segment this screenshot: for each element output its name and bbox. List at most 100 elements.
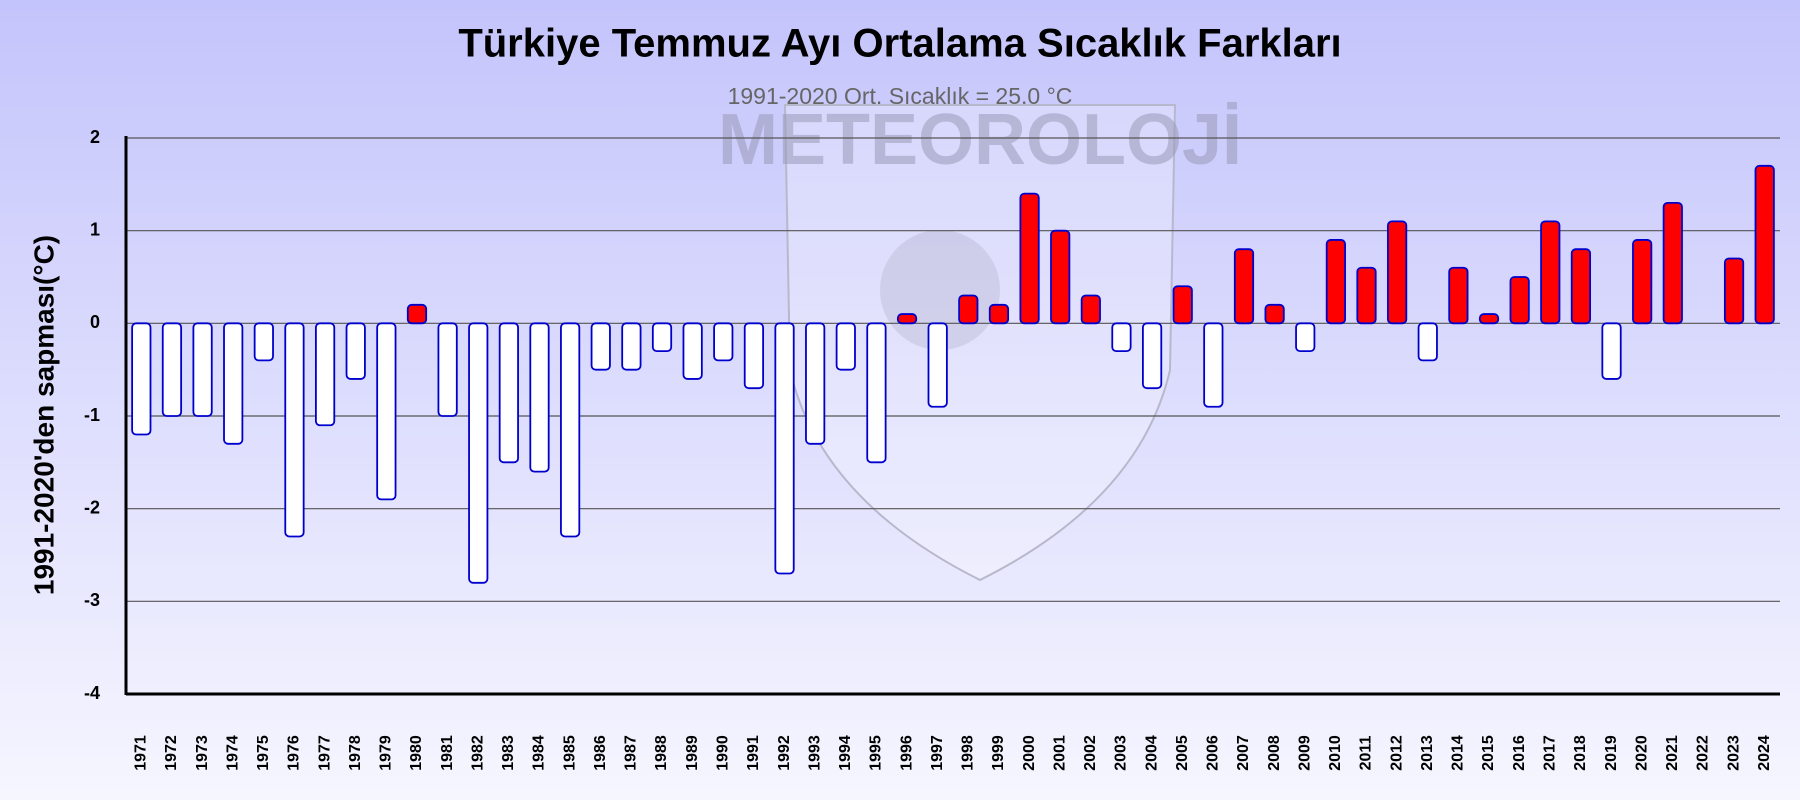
x-tick-label: 2007 bbox=[1235, 735, 1252, 771]
bar bbox=[1417, 322, 1438, 362]
x-tick-label: 2021 bbox=[1664, 735, 1681, 771]
bar bbox=[866, 322, 887, 464]
bar bbox=[161, 322, 183, 417]
y-tick-label: 0 bbox=[90, 312, 100, 332]
bar bbox=[1570, 248, 1591, 325]
x-tick-label: 2005 bbox=[1174, 735, 1191, 771]
x-tick-label: 1974 bbox=[224, 735, 241, 771]
watermark: METEOROLOJİ bbox=[718, 100, 1242, 180]
bar bbox=[1264, 303, 1285, 325]
x-tick-label: 1983 bbox=[500, 735, 517, 771]
x-tick-label: 2013 bbox=[1419, 735, 1436, 771]
bar bbox=[1662, 201, 1683, 325]
x-tick-label: 2008 bbox=[1266, 735, 1283, 771]
bar bbox=[774, 322, 795, 575]
bar bbox=[1540, 220, 1561, 325]
x-tick-label: 2012 bbox=[1388, 735, 1405, 771]
y-tick-label: 1 bbox=[90, 219, 100, 239]
x-tick-label: 2010 bbox=[1327, 735, 1344, 771]
x-tick-label: 1977 bbox=[316, 735, 333, 771]
x-tick-label: 2011 bbox=[1358, 736, 1375, 771]
x-tick-label: 1990 bbox=[714, 735, 731, 771]
y-tick-label: -3 bbox=[84, 590, 100, 610]
bar bbox=[1172, 285, 1193, 325]
y-tick-label: 2 bbox=[90, 127, 100, 147]
y-tick-label: -2 bbox=[84, 497, 100, 517]
bar bbox=[468, 322, 489, 584]
x-tick-label: 1972 bbox=[163, 735, 180, 771]
x-tick-label: 1979 bbox=[378, 735, 395, 771]
bar bbox=[1723, 257, 1745, 325]
x-tick-label: 2016 bbox=[1511, 735, 1528, 771]
y-tick-label: -1 bbox=[84, 405, 100, 425]
x-tick-label: 1987 bbox=[623, 735, 640, 771]
bar bbox=[131, 322, 152, 436]
bar bbox=[621, 322, 642, 371]
x-tick-label: 2014 bbox=[1450, 735, 1467, 771]
bar bbox=[743, 322, 764, 390]
x-tick-label: 1991 bbox=[745, 735, 762, 771]
x-tick-label: 2019 bbox=[1603, 735, 1620, 771]
bar bbox=[988, 303, 1010, 325]
x-tick-label: 1981 bbox=[439, 735, 456, 771]
bar bbox=[590, 322, 611, 371]
bar bbox=[682, 322, 703, 380]
y-tick-label: -4 bbox=[84, 683, 100, 703]
bar bbox=[805, 322, 826, 445]
x-tick-label: 2006 bbox=[1205, 735, 1222, 771]
x-tick-label: 2023 bbox=[1725, 735, 1742, 771]
x-tick-label: 2000 bbox=[1021, 735, 1038, 771]
bar bbox=[284, 322, 305, 538]
x-tick-label: 1998 bbox=[960, 735, 977, 771]
x-tick-label: 1975 bbox=[255, 735, 272, 771]
x-tick-label: 1986 bbox=[592, 735, 609, 771]
x-tick-label: 1996 bbox=[898, 735, 915, 771]
bar bbox=[345, 322, 366, 380]
bar bbox=[376, 322, 397, 501]
bar bbox=[192, 322, 213, 417]
bar bbox=[1478, 313, 1500, 325]
bar bbox=[958, 294, 979, 325]
x-tick-label: 1980 bbox=[408, 735, 425, 771]
bar bbox=[1111, 322, 1132, 353]
chart-title: Türkiye Temmuz Ayı Ortalama Sıcaklık Far… bbox=[458, 22, 1341, 66]
bar bbox=[1050, 229, 1071, 325]
bar bbox=[1448, 266, 1469, 325]
x-tick-label: 1984 bbox=[531, 735, 548, 771]
x-tick-label: 1988 bbox=[653, 735, 670, 771]
x-tick-label: 1999 bbox=[990, 735, 1007, 771]
x-tick-label: 2015 bbox=[1480, 735, 1497, 771]
x-tick-label: 1993 bbox=[806, 735, 823, 771]
bar bbox=[835, 322, 856, 371]
x-tick-label: 2017 bbox=[1541, 735, 1558, 771]
x-tick-label: 2018 bbox=[1572, 735, 1589, 771]
x-tick-label: 1989 bbox=[684, 735, 701, 771]
x-tick-label: 1994 bbox=[837, 735, 854, 771]
x-tick-label: 1976 bbox=[286, 735, 303, 771]
x-tick-label: 1973 bbox=[194, 735, 211, 771]
bar bbox=[1080, 294, 1101, 325]
bar bbox=[223, 322, 244, 445]
bar bbox=[1754, 164, 1775, 325]
x-tick-label: 1982 bbox=[469, 735, 486, 771]
x-tick-label: 2024 bbox=[1756, 735, 1773, 771]
x-tick-label: 1995 bbox=[868, 735, 885, 771]
x-tick-label: 1997 bbox=[929, 735, 946, 771]
bar bbox=[253, 322, 274, 362]
x-tick-label: 2001 bbox=[1051, 735, 1068, 771]
bar bbox=[651, 322, 673, 353]
bar bbox=[1325, 239, 1346, 325]
bar bbox=[437, 322, 458, 417]
x-tick-label: 2003 bbox=[1113, 735, 1130, 771]
x-tick-label: 1992 bbox=[776, 735, 793, 771]
bar bbox=[498, 322, 519, 464]
x-tick-label: 1978 bbox=[347, 735, 364, 771]
bar bbox=[1509, 276, 1530, 325]
bar bbox=[1295, 322, 1316, 353]
bar bbox=[1632, 239, 1653, 325]
x-tick-label: 2020 bbox=[1633, 735, 1650, 771]
x-tick-label: 1971 bbox=[133, 735, 150, 771]
chart-subtitle: 1991-2020 Ort. Sıcaklık = 25.0 °C bbox=[728, 83, 1073, 109]
bar bbox=[315, 322, 336, 427]
